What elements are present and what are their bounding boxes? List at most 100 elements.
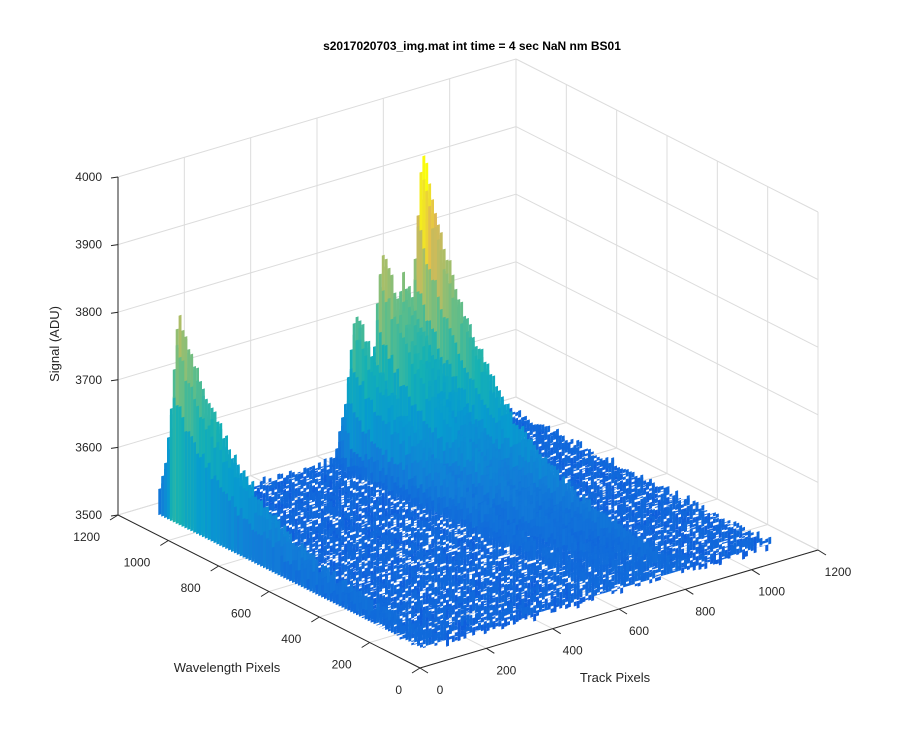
surface-patch <box>538 424 542 429</box>
surface-patch <box>373 488 376 496</box>
surface-patch <box>538 438 542 445</box>
surface-patch <box>376 522 379 523</box>
surface-patch <box>364 490 368 494</box>
surface-patch <box>326 498 330 503</box>
surface-patch <box>297 538 301 547</box>
surface-patch <box>402 535 406 538</box>
surface-patch <box>294 490 298 491</box>
surface-patch <box>326 543 330 550</box>
surface-patch <box>579 473 583 479</box>
surface-patch <box>370 538 374 546</box>
surface-patch <box>309 519 313 522</box>
surface-patch <box>268 539 272 572</box>
surface-patch <box>332 521 336 523</box>
surface-patch <box>367 520 371 526</box>
surface-patch <box>297 473 301 479</box>
surface-patch <box>318 548 321 555</box>
surface-patch <box>344 486 347 493</box>
surface-patch <box>332 495 336 501</box>
surface-patch <box>576 439 580 448</box>
surface-patch <box>431 506 435 516</box>
surface-patch <box>291 474 295 478</box>
surface-patch <box>268 493 272 495</box>
surface-patch <box>288 502 292 510</box>
surface-patch <box>387 502 391 508</box>
surface-patch <box>318 544 321 547</box>
surface-patch <box>596 468 600 477</box>
surface-patch <box>341 489 345 496</box>
surface-patch <box>251 529 255 563</box>
surface-patch <box>263 531 266 569</box>
surface-patch <box>576 446 580 455</box>
surface-patch <box>326 531 330 540</box>
surface-patch <box>300 491 304 497</box>
surface-patch <box>178 406 182 526</box>
surface-patch <box>396 501 400 508</box>
surface-patch <box>271 546 275 573</box>
surface-patch <box>309 501 313 504</box>
surface-patch <box>265 494 269 502</box>
surface-patch <box>286 497 289 503</box>
surface-patch <box>274 487 278 490</box>
surface-patch <box>274 507 278 510</box>
surface-patch <box>265 485 269 488</box>
surface-patch <box>361 466 365 481</box>
surface-patch <box>317 471 321 478</box>
surface-patch <box>379 517 382 525</box>
surface-patch <box>222 491 226 548</box>
surface-patch <box>326 506 330 515</box>
surface-patch <box>329 536 333 544</box>
surface-patch <box>564 456 568 465</box>
surface-patch <box>309 483 313 492</box>
surface-patch <box>329 457 333 467</box>
surface-patch <box>338 492 342 495</box>
surface-patch <box>399 512 403 521</box>
surface-patch <box>576 472 580 478</box>
surface-patch <box>199 456 202 536</box>
surface-patch <box>405 505 408 508</box>
surface-patch <box>590 461 594 469</box>
surface-patch <box>335 548 339 556</box>
grid-line <box>515 328 819 483</box>
surface-patch <box>381 482 385 491</box>
surface-patch <box>262 476 266 485</box>
surface-patch <box>358 474 362 482</box>
surface-patch <box>355 476 359 480</box>
surface-patch <box>164 462 167 519</box>
surface-patch <box>355 514 359 520</box>
surface-patch <box>323 528 327 537</box>
surface-patch <box>434 518 438 527</box>
surface-patch <box>602 461 606 468</box>
surface-patch <box>408 521 411 523</box>
surface-patch <box>254 491 257 497</box>
surface-patch <box>561 450 565 457</box>
surface-patch <box>364 483 368 489</box>
surface-patch <box>326 479 330 487</box>
surface-patch <box>378 489 382 497</box>
surface-patch <box>288 474 292 479</box>
surface-patch <box>309 469 313 475</box>
surface-patch <box>286 485 289 489</box>
surface-patch <box>355 530 359 539</box>
surface-patch <box>387 521 391 529</box>
surface-patch <box>294 522 298 524</box>
surface-patch <box>184 430 188 529</box>
surface-patch <box>297 478 301 486</box>
surface-patch <box>361 527 365 535</box>
surface-patch <box>309 513 313 520</box>
surface-patch <box>559 466 562 474</box>
surface-patch <box>326 473 330 482</box>
surface-patch <box>320 500 324 505</box>
surface-patch <box>196 453 199 535</box>
surface-patch <box>338 464 342 472</box>
surface-patch <box>315 478 318 485</box>
surface-patch <box>352 470 356 479</box>
surface-patch <box>338 495 342 500</box>
surface-patch <box>384 534 388 542</box>
surface-patch <box>315 511 318 518</box>
surface-patch <box>521 425 524 427</box>
surface-patch <box>373 538 377 545</box>
surface-patch <box>558 436 562 444</box>
surface-patch <box>300 474 304 476</box>
